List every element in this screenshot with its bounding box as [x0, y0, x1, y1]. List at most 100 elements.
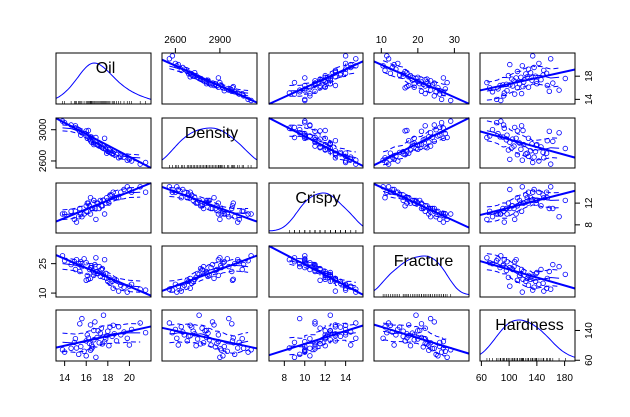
data-point	[431, 93, 437, 99]
data-point	[332, 82, 339, 89]
data-point	[87, 322, 94, 328]
data-point	[137, 184, 143, 190]
data-point	[297, 263, 303, 270]
data-point	[391, 156, 397, 163]
data-point	[200, 263, 207, 270]
data-point	[540, 72, 546, 78]
data-point	[121, 329, 127, 335]
data-point	[208, 342, 214, 348]
tick-label: 140	[584, 322, 595, 339]
data-point	[501, 90, 507, 96]
data-point	[435, 133, 441, 139]
data-point	[77, 205, 83, 212]
data-point	[322, 72, 328, 79]
data-point	[533, 142, 539, 148]
data-point	[332, 288, 339, 294]
data-point	[342, 53, 349, 59]
data-point	[302, 253, 308, 259]
data-point	[513, 211, 519, 217]
data-point	[307, 122, 313, 128]
data-point	[353, 320, 359, 326]
data-point	[396, 324, 403, 330]
data-point	[75, 213, 82, 220]
data-point	[418, 128, 425, 134]
data-point	[413, 197, 419, 204]
data-point	[72, 266, 79, 273]
data-point	[240, 261, 247, 268]
data-point	[489, 261, 496, 267]
panel-density-vs-crispy	[268, 117, 364, 169]
data-point	[380, 63, 386, 69]
data-point	[337, 333, 344, 340]
data-point	[353, 63, 359, 69]
data-point	[302, 132, 308, 138]
data-point	[181, 189, 187, 195]
data-point	[211, 322, 217, 328]
panel-frame	[161, 245, 258, 298]
data-point	[546, 205, 552, 212]
data-point	[538, 144, 544, 150]
panel-frame	[373, 117, 470, 169]
data-point	[175, 186, 181, 193]
data-point	[409, 330, 416, 336]
density-curve	[161, 127, 258, 161]
data-point	[217, 354, 223, 360]
data-point	[124, 335, 130, 341]
data-point	[415, 328, 421, 334]
data-point	[437, 124, 443, 131]
data-point	[540, 149, 546, 156]
data-point	[384, 159, 390, 166]
data-point	[415, 336, 421, 342]
panel-fracture-vs-crispy	[268, 245, 364, 298]
data-point	[431, 205, 437, 212]
data-point	[102, 336, 109, 342]
data-point	[543, 189, 550, 195]
data-point	[541, 194, 547, 201]
data-point	[322, 78, 328, 85]
data-point	[187, 333, 193, 339]
data-point	[87, 194, 94, 201]
data-point	[500, 208, 507, 214]
data-point	[72, 336, 79, 342]
data-point	[435, 85, 441, 91]
data-point	[111, 331, 117, 337]
data-point	[534, 141, 540, 148]
data-point	[245, 258, 251, 264]
data-point	[525, 84, 532, 90]
data-point	[533, 200, 539, 206]
data-point	[550, 261, 556, 268]
data-point	[327, 330, 333, 336]
data-point	[337, 71, 344, 77]
panel-frame	[161, 52, 258, 105]
data-point	[79, 263, 85, 270]
data-point	[221, 211, 227, 217]
data-point	[59, 253, 66, 259]
data-point	[332, 275, 339, 282]
spread-lower	[62, 130, 141, 162]
data-point	[497, 264, 503, 271]
data-point	[229, 321, 235, 327]
data-point	[317, 144, 323, 150]
panel-frame	[268, 117, 364, 169]
data-point	[95, 142, 101, 148]
data-point	[440, 219, 447, 225]
data-point	[302, 256, 308, 262]
data-point	[406, 137, 412, 144]
data-point	[169, 287, 176, 293]
data-point	[327, 145, 333, 152]
tick-label: 8	[282, 373, 288, 384]
data-point	[505, 200, 512, 206]
data-point	[411, 200, 417, 206]
data-point	[77, 268, 83, 275]
data-point	[86, 203, 93, 209]
data-point	[433, 213, 439, 220]
data-point	[194, 74, 201, 80]
data-point	[199, 76, 205, 83]
data-point	[286, 90, 293, 96]
data-point	[312, 268, 318, 275]
data-point	[487, 260, 493, 266]
panel-fracture-vs-density	[161, 245, 258, 298]
data-point	[541, 288, 547, 294]
data-point	[431, 345, 437, 351]
data-point	[107, 324, 113, 330]
